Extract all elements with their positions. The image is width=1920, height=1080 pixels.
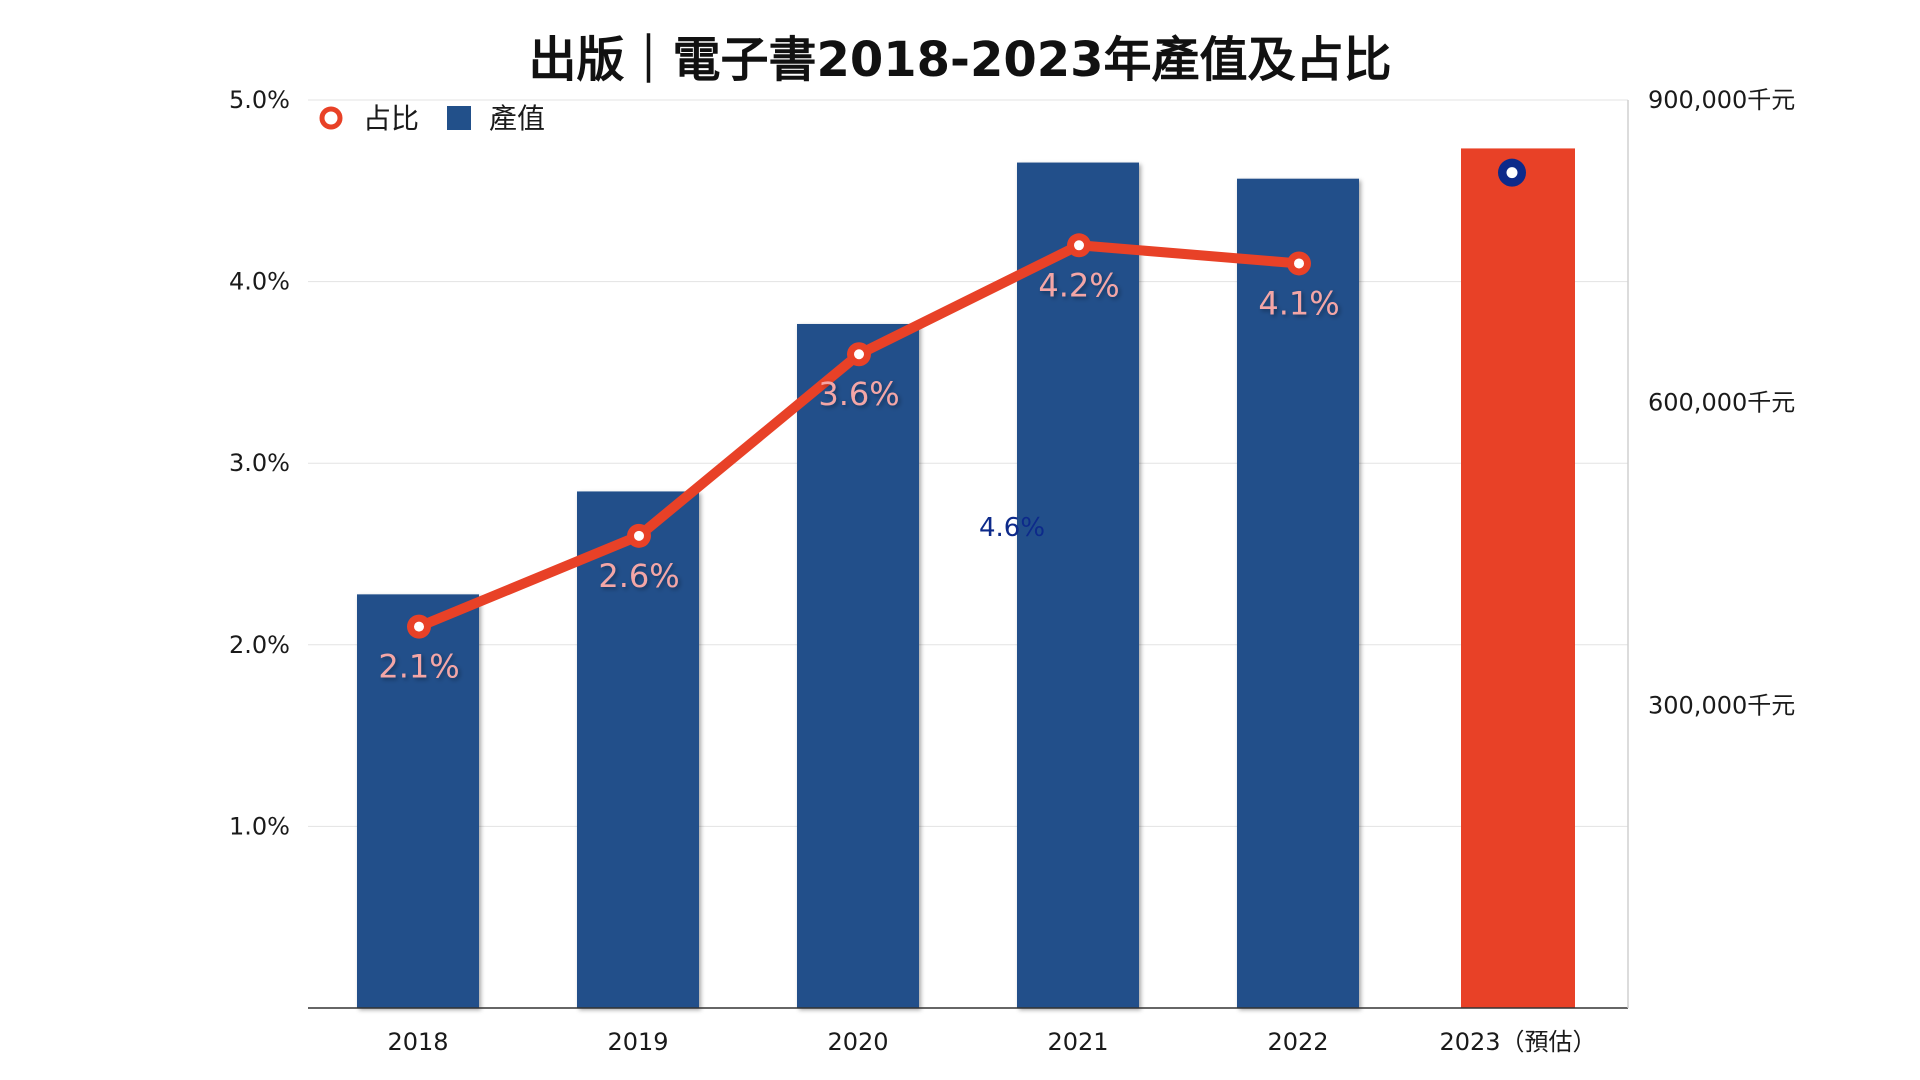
line-point-core [854, 349, 864, 360]
share-label: 2.1% [378, 648, 459, 686]
line-series [407, 158, 1526, 639]
bar [1461, 148, 1575, 1009]
legend-line-marker [319, 106, 343, 130]
category-label: 2020 [827, 1028, 888, 1056]
line-point-core [634, 530, 644, 541]
category-label: 2018 [387, 1028, 448, 1056]
left-tick-label: 2.0% [229, 631, 290, 659]
legend-label-value: 產值 [489, 102, 545, 135]
legend: 占比 產值 [319, 102, 545, 135]
right-tick-label: 900,000千元 [1648, 86, 1795, 114]
share-label: 2.6% [598, 557, 679, 595]
left-tick-label: 5.0% [229, 86, 290, 114]
left-tick-label: 4.0% [229, 268, 290, 296]
axes: 1.0% 2.0% 3.0% 4.0% 5.0% 300,000千元 600,000千元 90… [229, 86, 1795, 1056]
line-point-core [1294, 258, 1304, 269]
bar [357, 594, 479, 1008]
category-label: 2021 [1047, 1028, 1108, 1056]
category-label: 2022 [1267, 1028, 1328, 1056]
bar [797, 323, 919, 1008]
bar [1017, 162, 1139, 1008]
left-tick-label: 1.0% [229, 812, 290, 840]
bar [1237, 178, 1359, 1008]
left-tick-label: 3.0% [229, 449, 290, 477]
bar [577, 491, 699, 1009]
share-label: 4.2% [1038, 266, 1119, 304]
bar-series [357, 148, 1575, 1009]
legend-bar-marker [447, 106, 471, 130]
category-label: 2023（預估） [1439, 1028, 1596, 1056]
forecast-point-core [1506, 167, 1518, 179]
share-label: 4.1% [1258, 284, 1339, 322]
right-tick-label: 600,000千元 [1648, 389, 1795, 417]
data-labels: 2.1% 2.6% 3.6% 4.2% 4.1% 4.6% [378, 266, 1339, 685]
forecast-share-label: 4.6% [979, 513, 1045, 543]
gridlines [308, 99, 1628, 827]
chart-title: 出版｜電子書2018-2023年產值及占比 [528, 32, 1392, 88]
share-label: 3.6% [818, 375, 899, 413]
line-point-core [1074, 240, 1084, 251]
category-label: 2019 [607, 1028, 668, 1056]
legend-label-share: 占比 [363, 102, 419, 135]
line-point-core [414, 621, 424, 632]
right-tick-label: 300,000千元 [1648, 691, 1795, 719]
